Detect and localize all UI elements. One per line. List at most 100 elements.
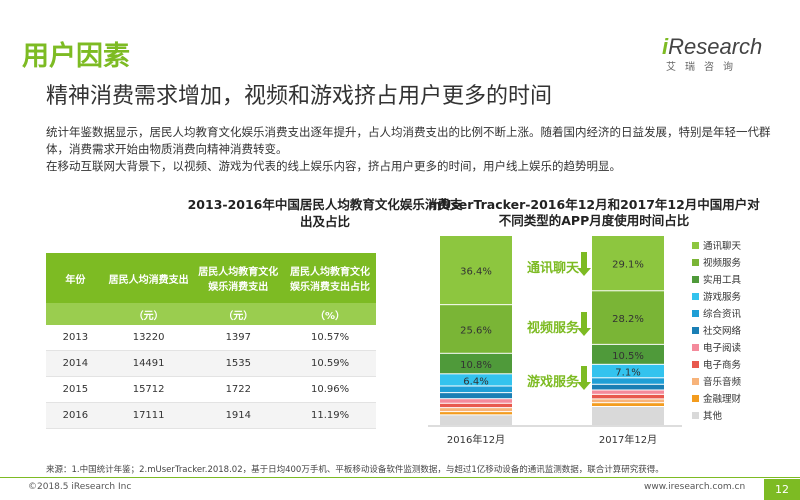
data-label: 29.1% [612, 260, 644, 271]
table-cell: 1722 [192, 376, 285, 403]
x-tick-label: 2016年12月 [447, 433, 505, 446]
table-cell: 11.19% [284, 402, 376, 429]
legend-label: 电子阅读 [703, 342, 742, 354]
data-label: 7.1% [615, 368, 640, 379]
bar-segment-1-6 [592, 390, 664, 394]
down-arrow-icon [577, 366, 591, 390]
bar-segment-0-1 [440, 305, 512, 353]
annotation-label: 通讯聊天 [527, 260, 580, 276]
table-title: 2013-2016年中国居民人均教育文化娱乐消费支出及占比 [187, 197, 463, 229]
description-paragraph-1: 统计年鉴数据显示，居民人均教育文化娱乐消费支出逐年提升，占人均消费支出的比例不断… [46, 125, 771, 156]
table-cell: 2016 [46, 402, 105, 429]
legend-swatch [692, 310, 699, 317]
legend-swatch [692, 378, 699, 385]
table-cell: 10.59% [284, 350, 376, 377]
footer-divider [0, 477, 800, 478]
description-paragraph-2: 在移动互联网大背景下，以视频、游戏为代表的线上娱乐内容，挤占用户更多的时间，用户… [46, 159, 621, 173]
bar-segment-1-8 [592, 399, 664, 403]
page-subtitle: 精神消费需求增加，视频和游戏挤占用户更多的时间 [46, 84, 553, 109]
legend-swatch [692, 259, 699, 266]
consumption-table: 年份 居民人均消费支出 居民人均教育文化娱乐消费支出 居民人均教育文化娱乐消费支… [46, 253, 376, 429]
table-header-year: 年份 [46, 253, 105, 303]
table-cell: 2015 [46, 376, 105, 403]
legend-label: 社交网络 [703, 325, 742, 337]
bar-segment-1-10 [592, 407, 664, 425]
table-cell: 17111 [104, 402, 193, 429]
iresearch-logo: iResearch 艾瑞咨询 [662, 34, 762, 73]
table-row: 2013 13220 1397 10.57% [46, 325, 376, 351]
data-label: 10.5% [612, 351, 644, 362]
bar-segment-0-5 [440, 393, 512, 399]
legend-label: 其他 [703, 410, 723, 422]
bar-segment-0-7 [440, 403, 512, 408]
down-arrow-icon [577, 252, 591, 276]
legend-label: 实用工具 [703, 274, 742, 286]
bar-segment-0-8 [440, 408, 512, 412]
table-row: 2016 17111 1914 11.19% [46, 402, 376, 429]
logo-research: Research [668, 34, 763, 59]
table-row: 2015 15712 1722 10.96% [46, 376, 376, 403]
table-row: 2014 14491 1535 10.59% [46, 350, 376, 377]
table-unit-edu-spend: （元） [192, 303, 285, 325]
website: www.iresearch.com.cn [644, 482, 746, 492]
bar-segment-0-0 [440, 236, 512, 305]
table-unit-spend: （元） [104, 303, 193, 325]
data-label: 36.4% [460, 267, 492, 278]
description: 统计年鉴数据显示，居民人均教育文化娱乐消费支出逐年提升，占人均消费支出的比例不断… [46, 124, 781, 175]
legend-swatch [692, 327, 699, 334]
legend-label: 电子商务 [703, 359, 742, 371]
legend-swatch [692, 242, 699, 249]
bar-segment-1-4 [592, 378, 664, 384]
table-cell: 10.96% [284, 376, 376, 403]
annotation-label: 游戏服务 [527, 374, 580, 390]
data-label: 10.8% [460, 360, 492, 371]
bar-segment-1-7 [592, 394, 664, 399]
legend-label: 金融理财 [703, 393, 742, 405]
table-cell: 14491 [104, 350, 193, 377]
legend-label: 游戏服务 [703, 291, 742, 303]
logo-cn: 艾瑞咨询 [666, 62, 742, 73]
chart-title: mUserTracker-2016年12月和2017年12月中国用户对不同类型的… [428, 197, 760, 228]
bar-segment-1-0 [592, 236, 664, 291]
bar-segment-0-6 [440, 399, 512, 403]
table-header-edu-spend: 居民人均教育文化娱乐消费支出 [192, 253, 285, 303]
app-usage-chart: 36.4% 25.6% 10.8% 6.4% 2016年12月 29.1% 28.2% 10.… [428, 236, 742, 446]
legend-swatch [692, 293, 699, 300]
legend-swatch [692, 344, 699, 351]
table-cell: 1914 [192, 402, 285, 429]
table-header-spend: 居民人均消费支出 [104, 253, 193, 303]
bar-segment-1-9 [592, 403, 664, 406]
table-cell: 15712 [104, 376, 193, 403]
bar-segment-1-5 [592, 384, 664, 390]
annotation-label: 视频服务 [527, 320, 580, 336]
bar-segment-0-4 [440, 386, 512, 393]
x-tick-label: 2017年12月 [599, 433, 657, 446]
legend-label: 综合资讯 [703, 308, 742, 320]
down-arrow-icon [577, 312, 591, 336]
data-label: 25.6% [460, 325, 492, 336]
legend-swatch [692, 361, 699, 368]
table-unit-year [46, 303, 105, 325]
table-unit-edu-ratio: （%） [284, 303, 376, 325]
sources-note: 来源：1.中国统计年鉴；2.mUserTracker.2018.02，基于日均4… [46, 465, 664, 475]
legend-swatch [692, 395, 699, 402]
legend-label: 通讯聊天 [703, 240, 742, 252]
bar-segment-1-3 [592, 364, 664, 378]
bar-segment-0-9 [440, 412, 512, 415]
data-label: 6.4% [463, 376, 488, 387]
table-cell: 1535 [192, 350, 285, 377]
legend-label: 视频服务 [703, 257, 742, 269]
page-number: 12 [764, 479, 800, 500]
logo-i: i [662, 34, 669, 59]
table-cell: 1397 [192, 325, 285, 351]
data-label: 28.2% [612, 314, 644, 325]
copyright: ©2018.5 iResearch Inc [28, 482, 132, 492]
table-cell: 2014 [46, 350, 105, 377]
table-header-edu-ratio: 居民人均教育文化娱乐消费支出占比 [284, 253, 376, 303]
bar-segment-0-2 [440, 353, 512, 374]
legend-swatch [692, 276, 699, 283]
table-cell: 10.57% [284, 325, 376, 351]
legend-label: 音乐音频 [703, 376, 742, 388]
table-cell: 13220 [104, 325, 193, 351]
page-title: 用户因素 [22, 41, 130, 72]
